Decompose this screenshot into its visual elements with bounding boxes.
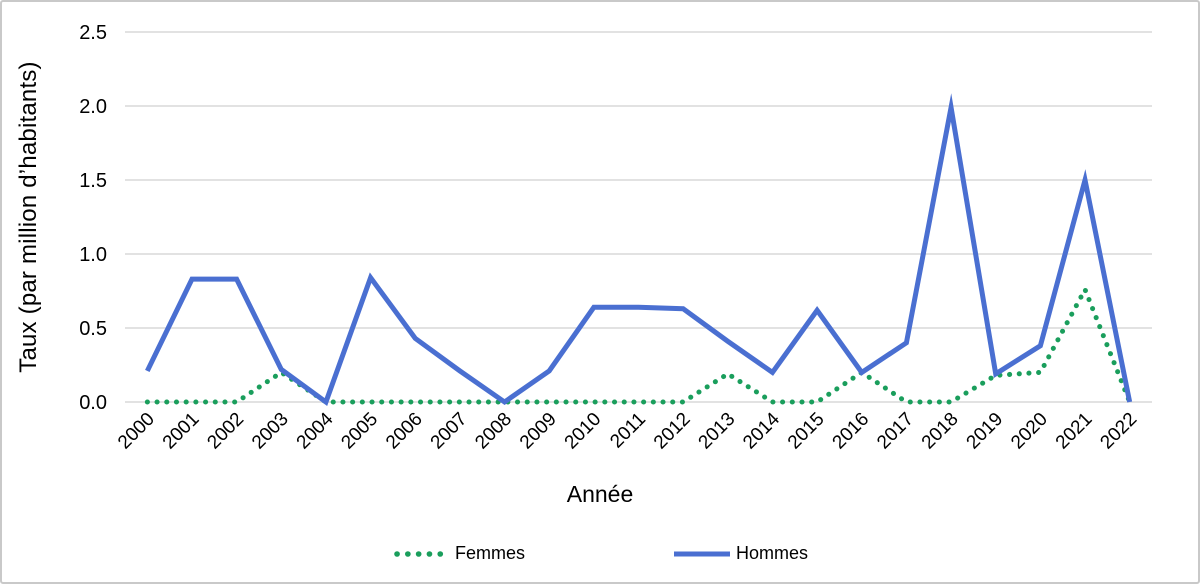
x-tick-label: 2022 xyxy=(1096,409,1141,454)
x-tick-label: 2002 xyxy=(203,409,248,454)
x-tick-label: 2010 xyxy=(561,409,606,454)
legend-item-femmes: Femmes xyxy=(392,543,525,564)
legend-label-femmes: Femmes xyxy=(454,543,525,563)
hommes-line xyxy=(145,93,1133,406)
x-tick-label: 2017 xyxy=(873,409,918,454)
x-tick-label: 2001 xyxy=(159,409,204,454)
x-tick-label: 2012 xyxy=(650,409,695,454)
solid-line-icon xyxy=(674,551,730,556)
x-tick-label: 2003 xyxy=(248,409,293,454)
dotted-line-icon xyxy=(394,550,448,557)
x-tick-label: 2015 xyxy=(784,409,829,454)
x-tick-label: 2018 xyxy=(918,409,963,454)
legend: Femmes Hommes xyxy=(2,543,1198,564)
x-tick-label: 2019 xyxy=(963,409,1008,454)
legend-label-hommes: Hommes xyxy=(736,543,809,563)
x-tick-label: 2013 xyxy=(695,409,740,454)
x-tick-label: 2014 xyxy=(739,408,784,453)
x-tick-label: 2000 xyxy=(114,409,159,454)
femmes-line xyxy=(144,283,1133,405)
x-tick-label: 2020 xyxy=(1007,409,1052,454)
y-tick-label: 0.5 xyxy=(79,318,107,340)
x-tick-label: 2011 xyxy=(606,409,650,453)
x-tick-label: 2007 xyxy=(427,409,472,454)
y-axis-title: Taux (par million d’habitants) xyxy=(15,61,42,373)
x-tick-label: 2005 xyxy=(337,409,382,454)
x-tick-label: 2008 xyxy=(471,409,516,454)
x-tick-label: 2021 xyxy=(1052,409,1097,454)
x-tick-label: 2006 xyxy=(382,409,427,454)
y-tick-label: 1.0 xyxy=(79,244,107,266)
x-axis-title: Année xyxy=(566,481,634,507)
y-tick-label: 2.5 xyxy=(79,22,107,44)
y-tick-label: 1.5 xyxy=(79,170,107,192)
x-tick-label: 2016 xyxy=(829,409,874,454)
y-tick-label: 2.0 xyxy=(79,96,107,118)
x-tick-label: 2004 xyxy=(293,408,338,453)
legend-item-hommes: Hommes xyxy=(673,543,808,564)
x-tick-label: 2009 xyxy=(516,409,561,454)
y-tick-label: 0.0 xyxy=(79,392,107,414)
